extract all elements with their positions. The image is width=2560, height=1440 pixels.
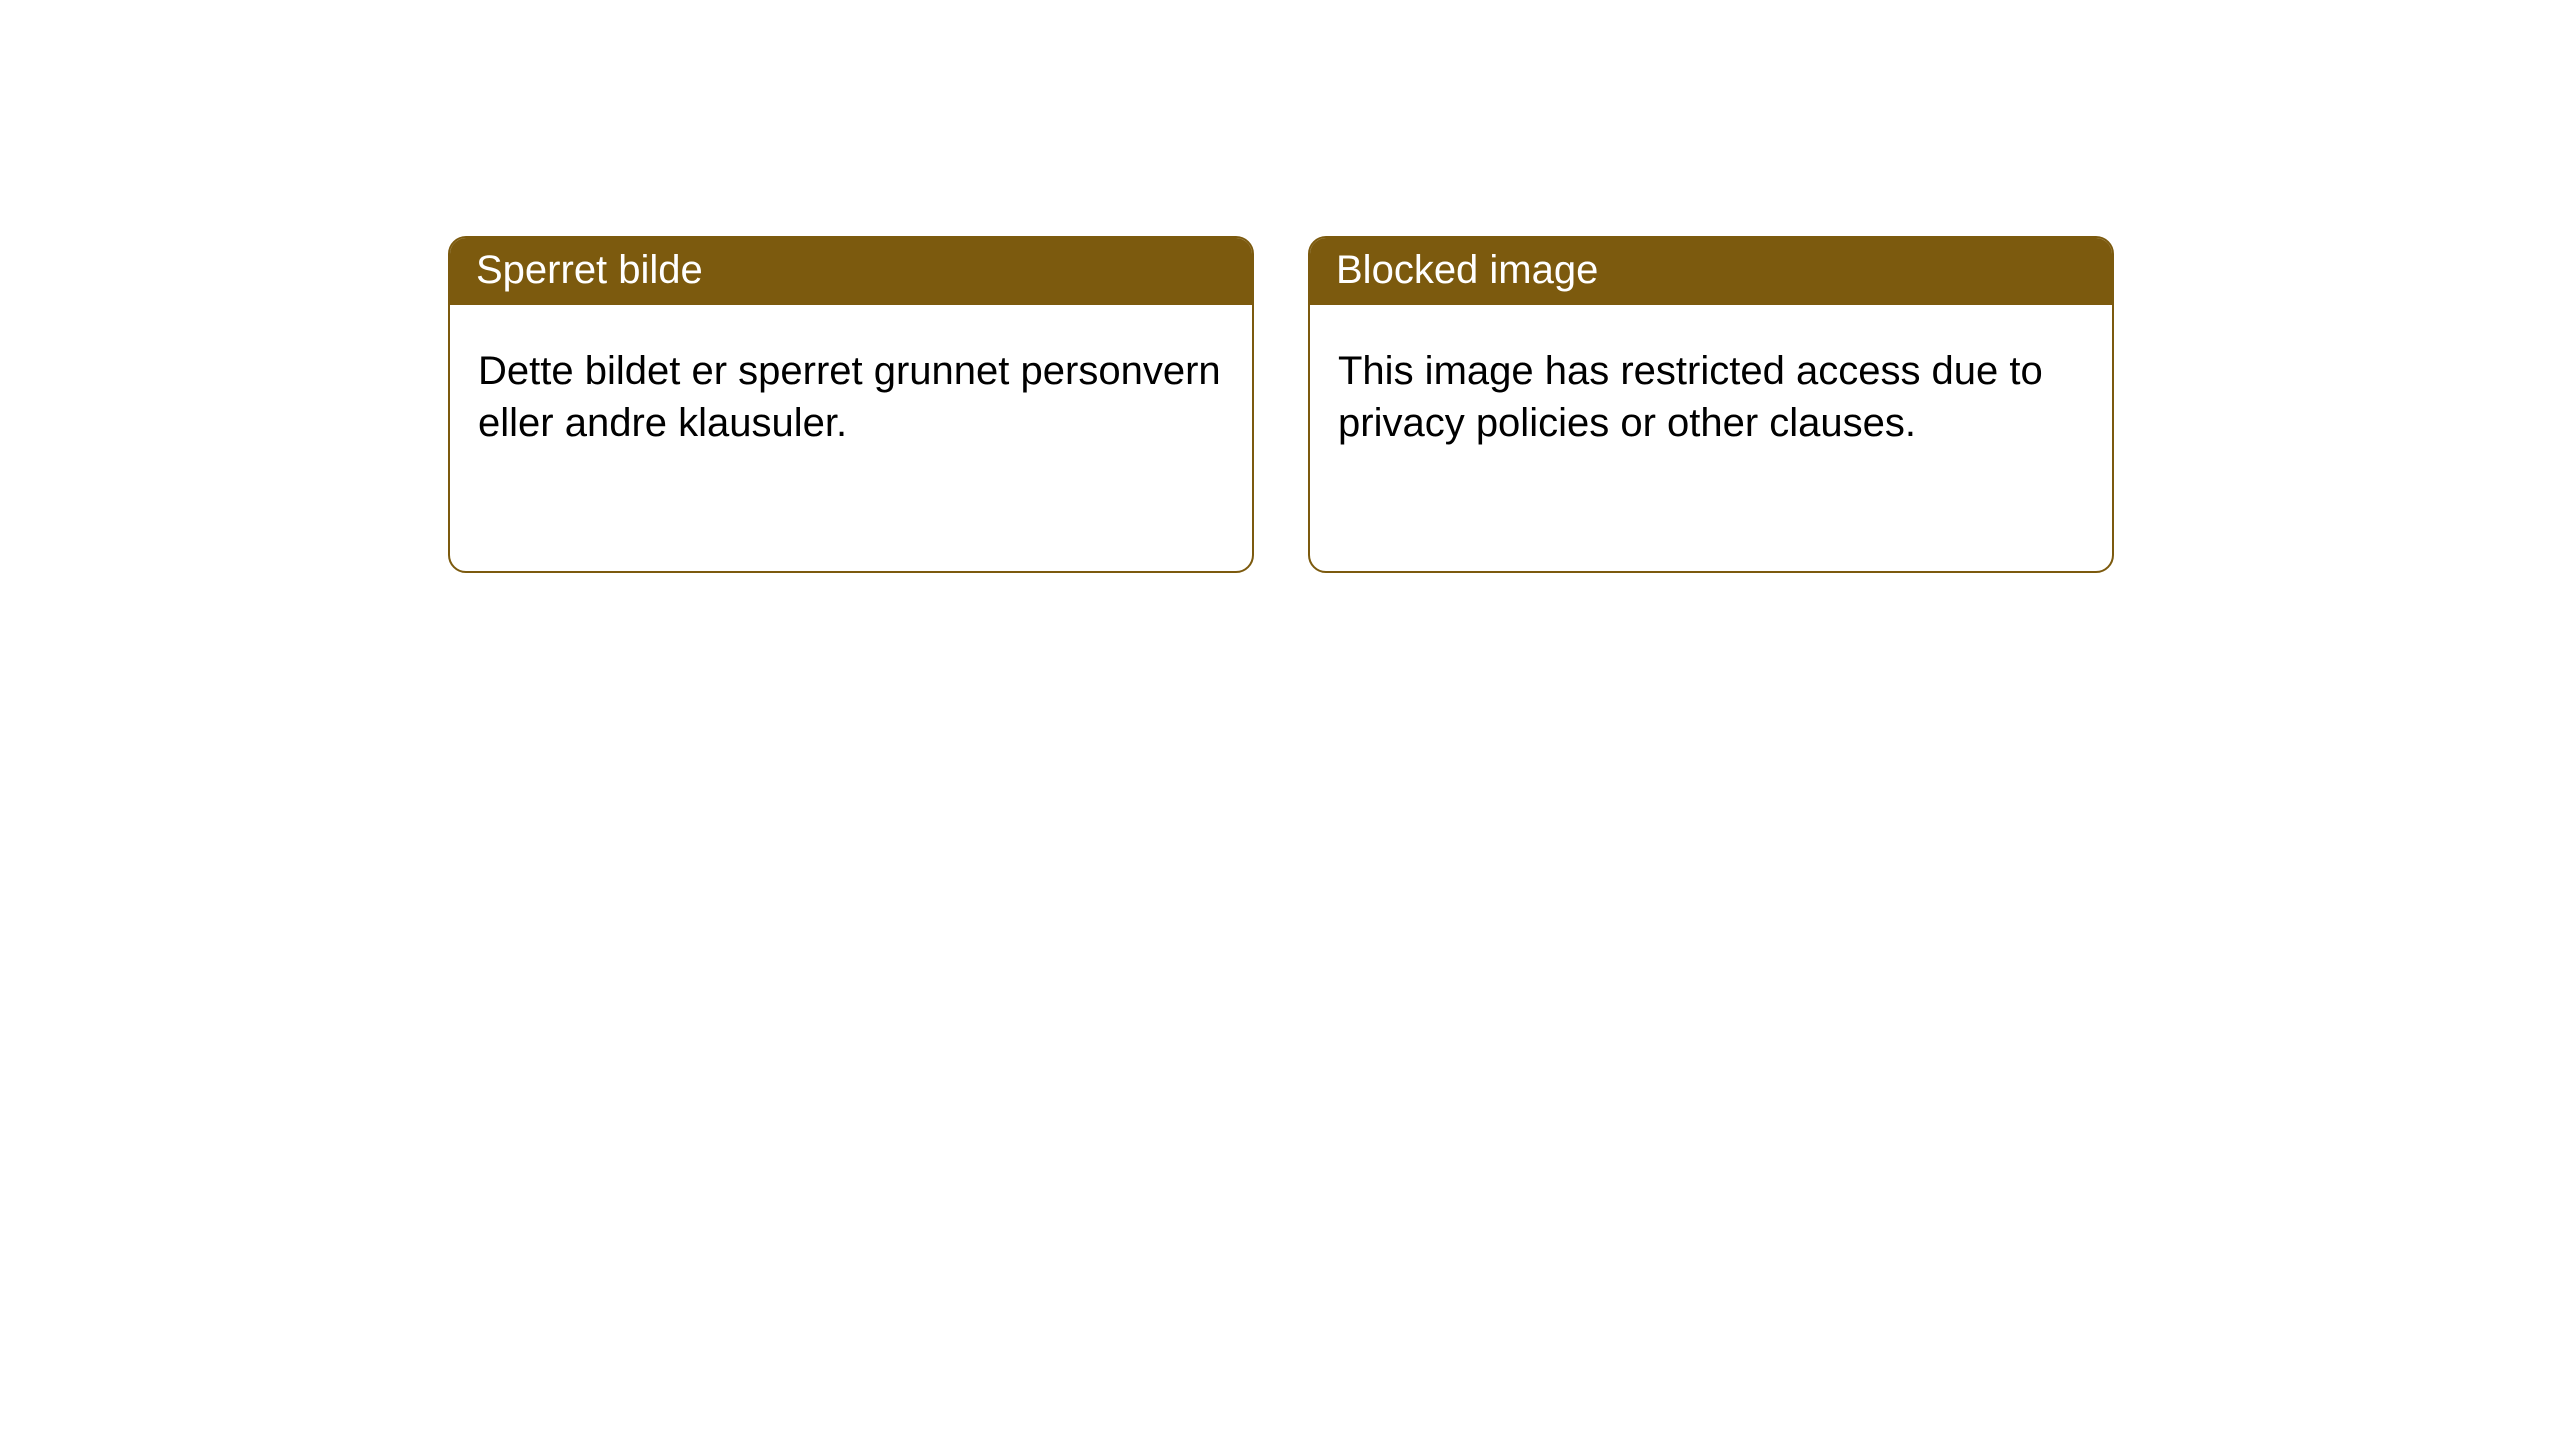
card-header: Sperret bilde xyxy=(450,238,1252,305)
card-body: Dette bildet er sperret grunnet personve… xyxy=(450,305,1252,477)
cards-container: Sperret bilde Dette bildet er sperret gr… xyxy=(0,0,2560,573)
card-body: This image has restricted access due to … xyxy=(1310,305,2112,477)
card-body-text: This image has restricted access due to … xyxy=(1338,349,2043,445)
blocked-image-card-no: Sperret bilde Dette bildet er sperret gr… xyxy=(448,236,1254,573)
card-title: Blocked image xyxy=(1336,248,1598,292)
card-body-text: Dette bildet er sperret grunnet personve… xyxy=(478,349,1221,445)
card-title: Sperret bilde xyxy=(476,248,703,292)
blocked-image-card-en: Blocked image This image has restricted … xyxy=(1308,236,2114,573)
card-header: Blocked image xyxy=(1310,238,2112,305)
